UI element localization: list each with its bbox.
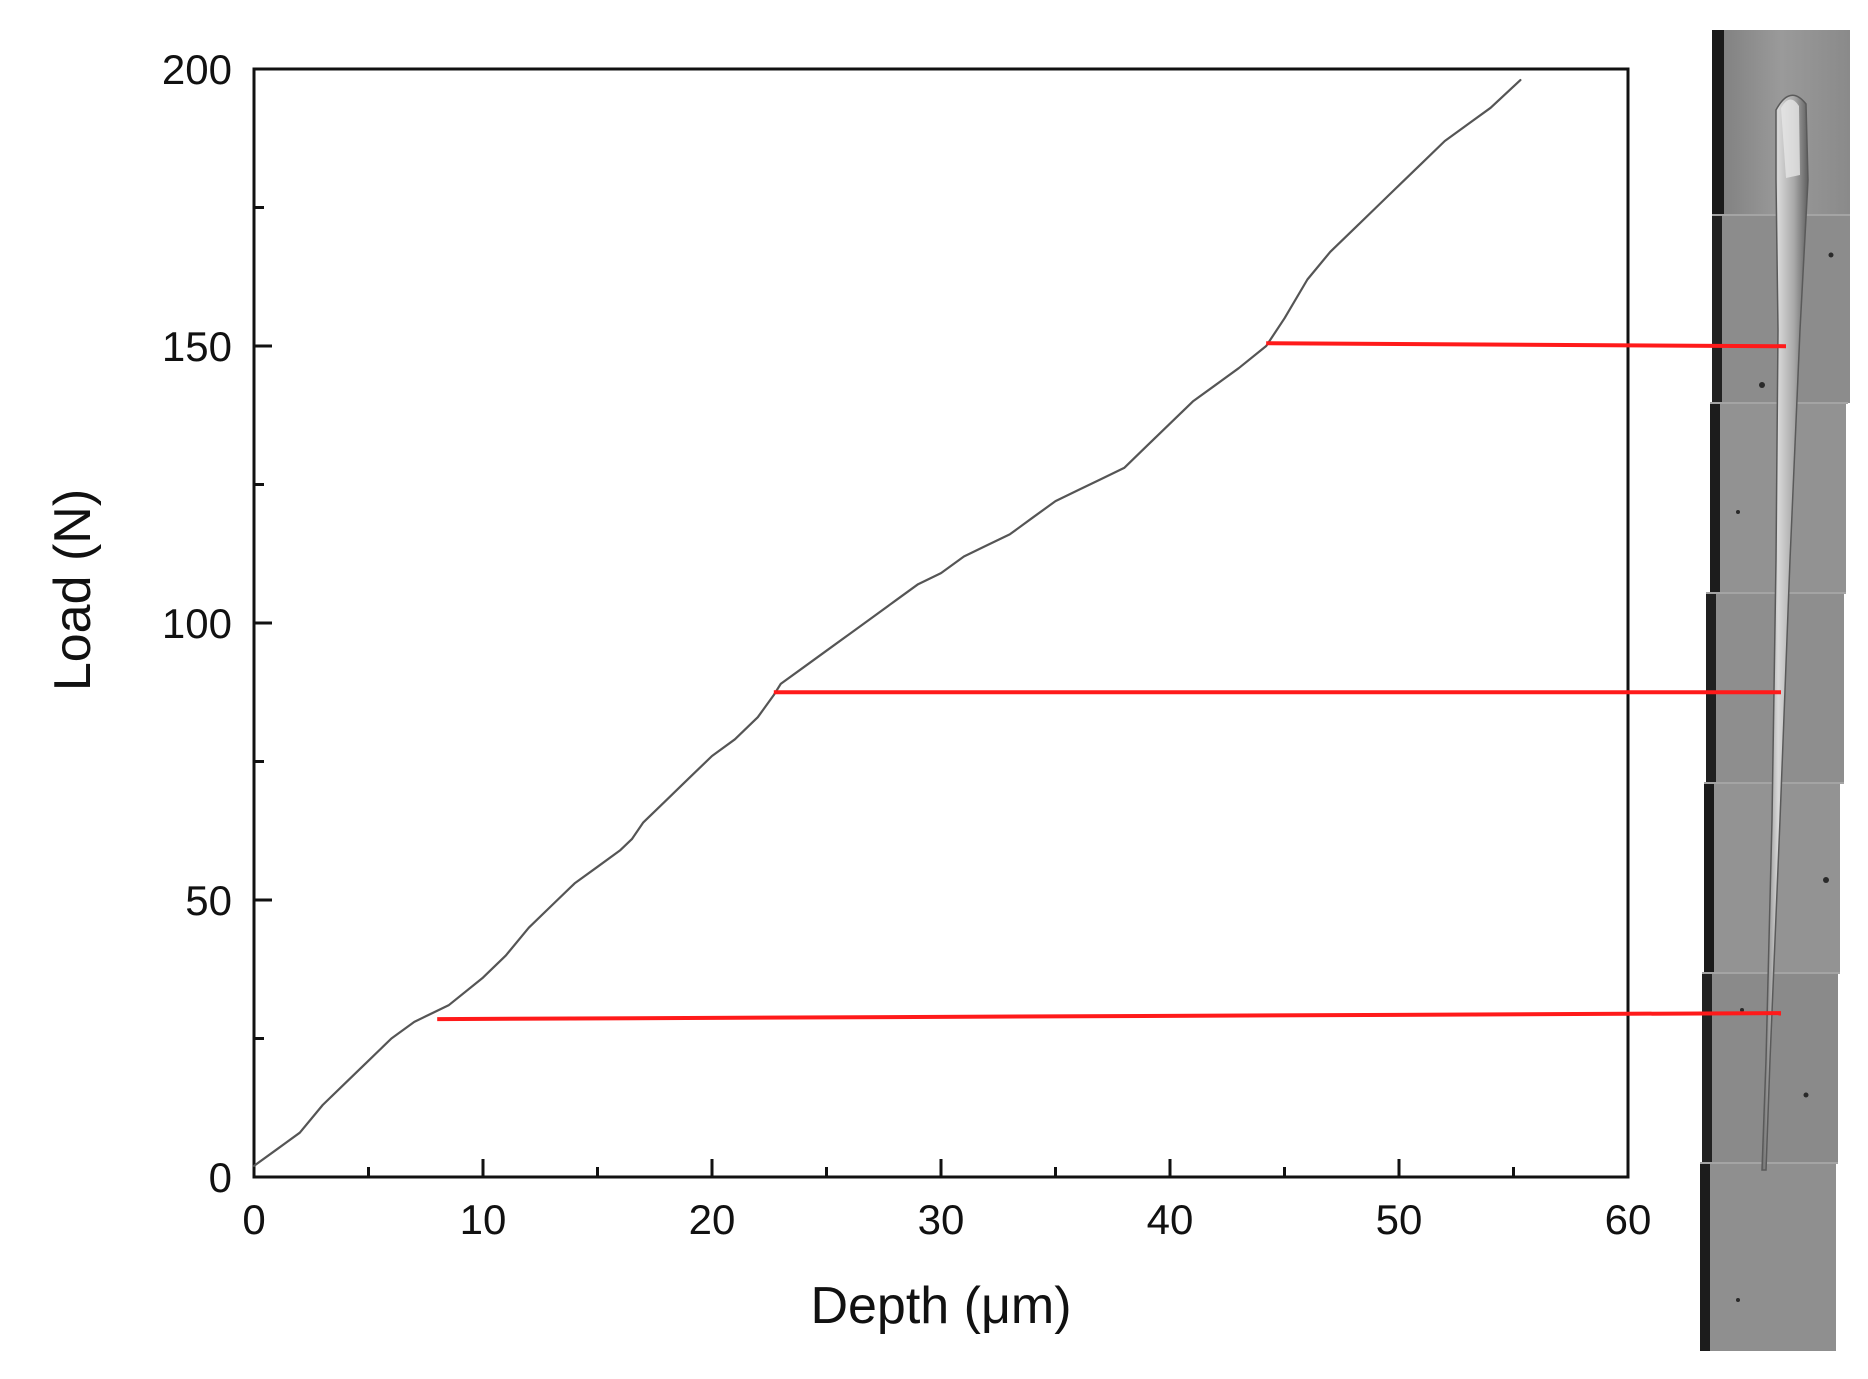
series-line-load-depth xyxy=(252,78,1522,1168)
x-axis-title: Depth (μm) xyxy=(810,1277,1071,1335)
red-marker-line xyxy=(1266,341,1787,349)
x-tick-label: 30 xyxy=(918,1196,965,1243)
annotation-layer xyxy=(437,341,1787,1022)
x-tick-label: 60 xyxy=(1605,1196,1652,1243)
y-axis-title: Load (N) xyxy=(44,489,102,691)
y-axis-tick-labels: 0 50 100 150 200 xyxy=(162,46,232,1201)
series-layer xyxy=(252,78,1522,1168)
y-axis-ticks xyxy=(254,67,272,1179)
x-axis-ticks xyxy=(252,1159,1630,1177)
x-tick-label: 40 xyxy=(1147,1196,1194,1243)
x-tick-label: 50 xyxy=(1376,1196,1423,1243)
red-marker-line xyxy=(437,1011,1782,1022)
y-tick-label: 200 xyxy=(162,46,232,93)
x-axis-tick-labels: 0 10 20 30 40 50 60 xyxy=(242,1196,1651,1243)
plot-frame xyxy=(252,67,1630,1179)
x-tick-label: 0 xyxy=(242,1196,265,1243)
y-tick-label: 0 xyxy=(209,1154,232,1201)
x-tick-label: 20 xyxy=(689,1196,736,1243)
x-tick-label: 10 xyxy=(460,1196,507,1243)
y-tick-label: 150 xyxy=(162,323,232,370)
scratch-micrograph xyxy=(1700,30,1850,1351)
y-tick-label: 100 xyxy=(162,600,232,647)
y-tick-label: 50 xyxy=(185,877,232,924)
